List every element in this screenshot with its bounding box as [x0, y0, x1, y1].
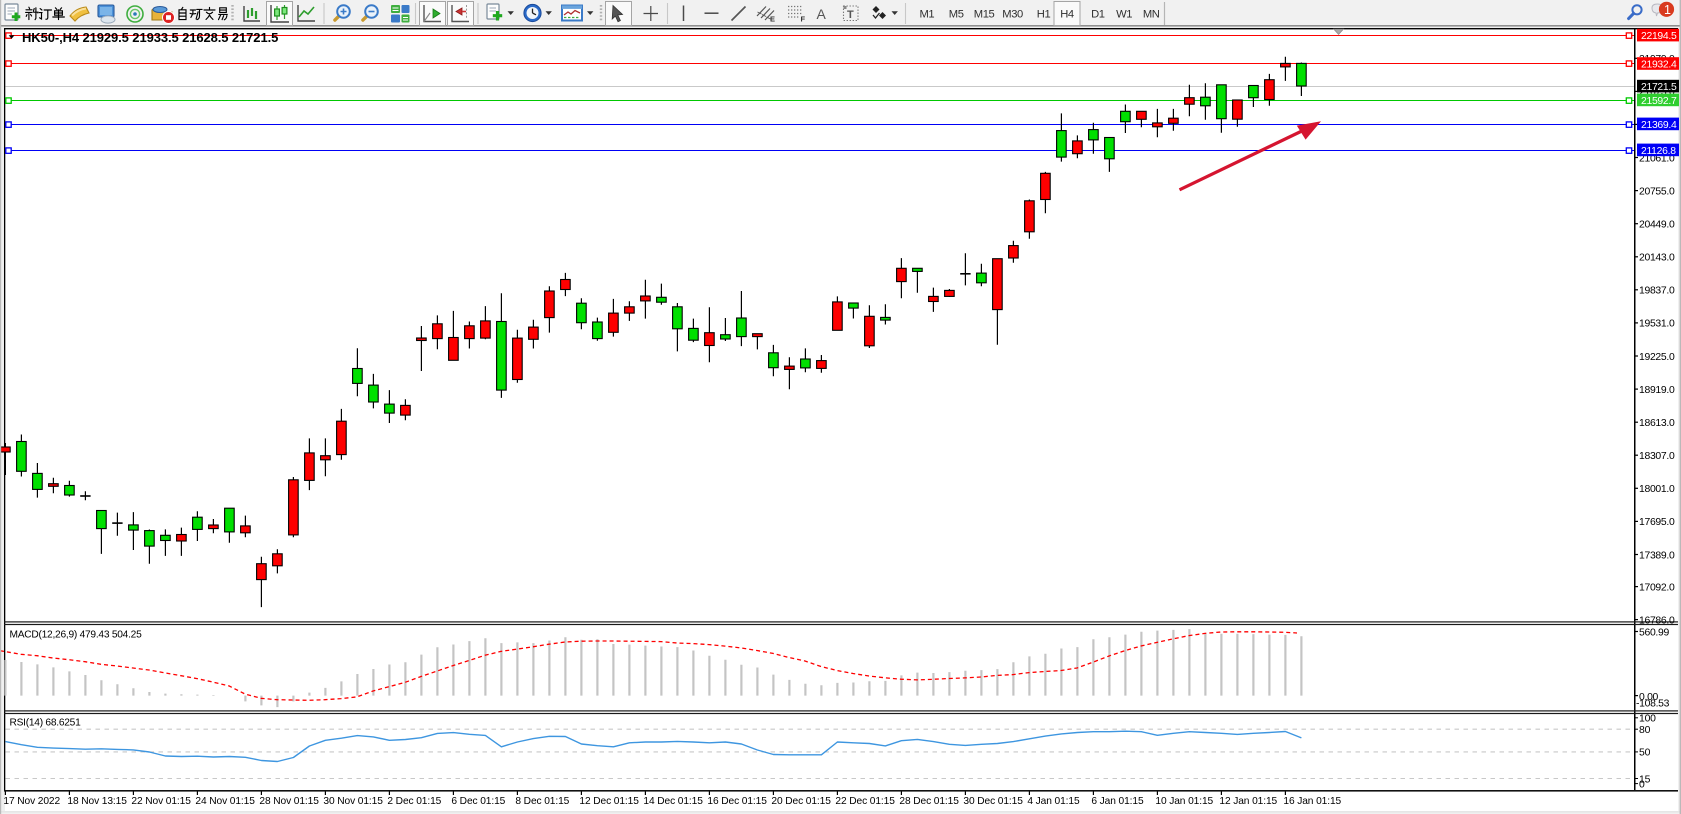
svg-text:18919.0: 18919.0	[1639, 385, 1675, 396]
svg-text:21126.8: 21126.8	[1641, 146, 1676, 157]
svg-text:17092.0: 17092.0	[1639, 582, 1675, 593]
svg-text:4 Jan 01:15: 4 Jan 01:15	[1027, 796, 1080, 807]
svg-text:20755.0: 20755.0	[1639, 186, 1675, 197]
svg-text:21932.4: 21932.4	[1641, 59, 1677, 70]
svg-text:20449.0: 20449.0	[1639, 220, 1675, 231]
svg-text:M15: M15	[974, 9, 995, 21]
svg-text:22194.5: 22194.5	[1641, 31, 1677, 42]
svg-text:6 Dec 01:15: 6 Dec 01:15	[451, 796, 505, 807]
svg-text:19225.0: 19225.0	[1639, 352, 1675, 363]
svg-text:30 Nov 01:15: 30 Nov 01:15	[323, 796, 383, 807]
svg-text:15: 15	[1639, 774, 1651, 785]
svg-text:10 Jan 01:15: 10 Jan 01:15	[1155, 796, 1213, 807]
svg-text:19531.0: 19531.0	[1639, 319, 1675, 330]
svg-text:M30: M30	[1002, 9, 1023, 21]
svg-text:21061.0: 21061.0	[1639, 153, 1675, 164]
svg-text:A: A	[817, 6, 827, 22]
svg-text:50: 50	[1639, 748, 1651, 759]
svg-text:0: 0	[1639, 779, 1645, 790]
svg-text:M1: M1	[920, 9, 935, 21]
svg-text:RSI(14) 68.6251: RSI(14) 68.6251	[10, 717, 82, 728]
svg-text:T: T	[847, 9, 854, 21]
svg-text:1: 1	[1664, 3, 1671, 17]
svg-text:80: 80	[1639, 725, 1651, 736]
svg-text:0.00: 0.00	[1639, 692, 1659, 703]
svg-text:16 Dec 01:15: 16 Dec 01:15	[707, 796, 767, 807]
svg-text:18307.0: 18307.0	[1639, 451, 1675, 462]
svg-text:D1: D1	[1091, 9, 1105, 21]
svg-text:F: F	[801, 15, 806, 24]
svg-text:E: E	[770, 15, 775, 24]
svg-text:17695.0: 17695.0	[1639, 517, 1675, 528]
svg-text:MN: MN	[1143, 9, 1160, 21]
svg-text:21369.4: 21369.4	[1641, 120, 1677, 131]
svg-text:MACD(12,26,9) 479.43 504.25: MACD(12,26,9) 479.43 504.25	[10, 629, 143, 640]
svg-text:HK50-,H4 21929.5 21933.5 2162: HK50-,H4 21929.5 21933.5 21628.5 21721.5	[22, 30, 278, 45]
svg-text:17389.0: 17389.0	[1639, 550, 1675, 561]
svg-text:12 Dec 01:15: 12 Dec 01:15	[579, 796, 639, 807]
svg-text:22 Dec 01:15: 22 Dec 01:15	[835, 796, 895, 807]
svg-text:560.99: 560.99	[1639, 627, 1670, 638]
svg-text:19837.0: 19837.0	[1639, 286, 1675, 297]
svg-text:30 Dec 01:15: 30 Dec 01:15	[963, 796, 1023, 807]
svg-text:24 Nov 01:15: 24 Nov 01:15	[195, 796, 255, 807]
svg-text:16 Jan 01:15: 16 Jan 01:15	[1283, 796, 1341, 807]
svg-text:18001.0: 18001.0	[1639, 484, 1675, 495]
svg-text:18 Nov 13:15: 18 Nov 13:15	[67, 796, 127, 807]
svg-text:20 Dec 01:15: 20 Dec 01:15	[771, 796, 831, 807]
svg-text:21721.5: 21721.5	[1641, 82, 1677, 93]
svg-text:M5: M5	[949, 9, 964, 21]
svg-text:21592.7: 21592.7	[1641, 96, 1677, 107]
svg-text:W1: W1	[1116, 9, 1132, 21]
svg-text:8 Dec 01:15: 8 Dec 01:15	[515, 796, 569, 807]
svg-text:2 Dec 01:15: 2 Dec 01:15	[387, 796, 441, 807]
svg-text:18613.0: 18613.0	[1639, 418, 1675, 429]
svg-text:16786.0: 16786.0	[1639, 615, 1675, 626]
svg-text:14 Dec 01:15: 14 Dec 01:15	[643, 796, 703, 807]
svg-text:H4: H4	[1060, 9, 1074, 21]
svg-text:12 Jan 01:15: 12 Jan 01:15	[1219, 796, 1277, 807]
svg-text:H1: H1	[1037, 9, 1051, 21]
svg-text:28 Dec 01:15: 28 Dec 01:15	[899, 796, 959, 807]
svg-text:22 Nov 01:15: 22 Nov 01:15	[131, 796, 191, 807]
svg-text:28 Nov 01:15: 28 Nov 01:15	[259, 796, 319, 807]
svg-text:20143.0: 20143.0	[1639, 253, 1675, 264]
svg-text:21673.0: 21673.0	[1639, 87, 1675, 98]
svg-text:-108.53: -108.53	[1636, 698, 1670, 709]
svg-text:6 Jan 01:15: 6 Jan 01:15	[1091, 796, 1144, 807]
svg-text:100: 100	[1639, 714, 1656, 725]
svg-text:17 Nov 2022: 17 Nov 2022	[3, 796, 60, 807]
